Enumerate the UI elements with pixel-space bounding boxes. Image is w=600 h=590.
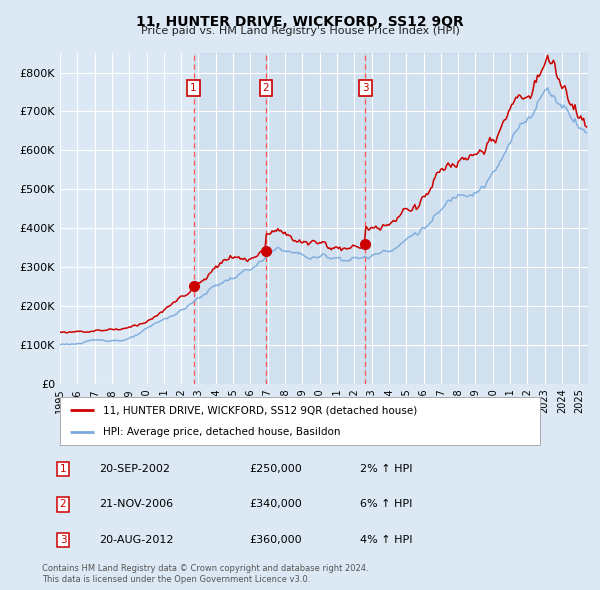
Bar [60, 53, 194, 384]
Text: 3: 3 [362, 83, 368, 93]
Text: 2: 2 [59, 500, 67, 509]
Text: Contains HM Land Registry data © Crown copyright and database right 2024.: Contains HM Land Registry data © Crown c… [42, 565, 368, 573]
Text: 2: 2 [262, 83, 269, 93]
Text: 1: 1 [59, 464, 67, 474]
Text: 2% ↑ HPI: 2% ↑ HPI [360, 464, 413, 474]
Text: HPI: Average price, detached house, Basildon: HPI: Average price, detached house, Basi… [103, 427, 341, 437]
Text: 3: 3 [59, 535, 67, 545]
Text: 20-AUG-2012: 20-AUG-2012 [99, 535, 173, 545]
Text: This data is licensed under the Open Government Licence v3.0.: This data is licensed under the Open Gov… [42, 575, 310, 584]
Text: 20-SEP-2002: 20-SEP-2002 [99, 464, 170, 474]
Text: Price paid vs. HM Land Registry's House Price Index (HPI): Price paid vs. HM Land Registry's House … [140, 26, 460, 36]
Text: 4% ↑ HPI: 4% ↑ HPI [360, 535, 413, 545]
Text: 6% ↑ HPI: 6% ↑ HPI [360, 500, 412, 509]
Text: £340,000: £340,000 [249, 500, 302, 509]
Text: 1: 1 [190, 83, 197, 93]
Bar [266, 53, 365, 384]
Text: £360,000: £360,000 [249, 535, 302, 545]
Text: 21-NOV-2006: 21-NOV-2006 [99, 500, 173, 509]
Text: 11, HUNTER DRIVE, WICKFORD, SS12 9QR (detached house): 11, HUNTER DRIVE, WICKFORD, SS12 9QR (de… [103, 405, 418, 415]
Bar [365, 53, 588, 384]
Bar [194, 53, 266, 384]
Text: 11, HUNTER DRIVE, WICKFORD, SS12 9QR: 11, HUNTER DRIVE, WICKFORD, SS12 9QR [136, 15, 464, 29]
Text: £250,000: £250,000 [249, 464, 302, 474]
